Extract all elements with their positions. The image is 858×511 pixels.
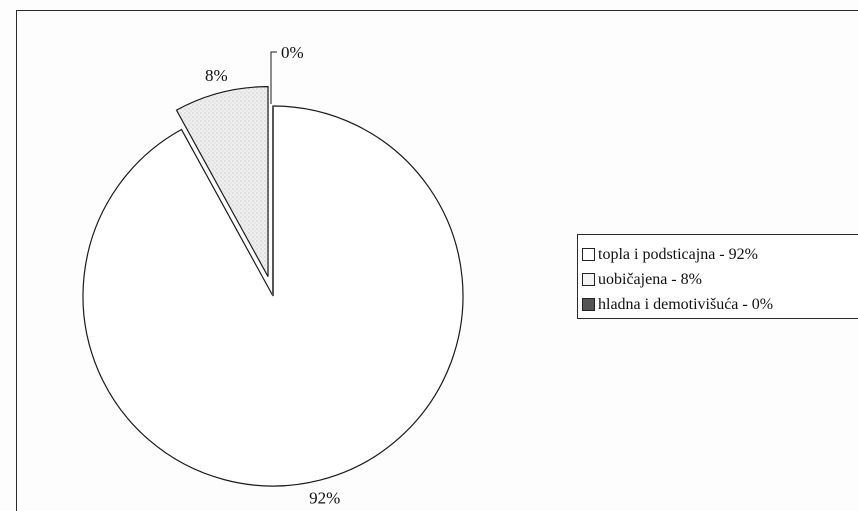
slice-label-topla: 92% — [309, 488, 340, 507]
leader-lines — [270, 51, 277, 104]
legend-swatch-uobicajena — [582, 273, 595, 286]
legend-item-topla: topla i podsticajna - 92% — [582, 242, 858, 267]
pie-slice-uobicajena — [175, 86, 269, 277]
slice-label-uobicajena: 8% — [205, 66, 228, 85]
legend-label-uobicajena: uobičajena - 8% — [598, 270, 702, 288]
legend-swatch-topla — [582, 248, 595, 261]
legend-swatch-hladna — [582, 298, 595, 311]
pie-slices — [82, 86, 464, 487]
chart-frame — [16, 10, 858, 511]
legend-item-uobicajena: uobičajena - 8% — [582, 267, 858, 292]
slice-labels: 92% 8% 0% — [205, 43, 340, 507]
legend-label-hladna: hladna i demotivišuća - 0% — [598, 295, 774, 313]
slice-label-hladna: 0% — [281, 43, 304, 62]
chart-legend: topla i podsticajna - 92% uobičajena - 8… — [577, 234, 858, 319]
legend-label-topla: topla i podsticajna - 92% — [598, 245, 758, 263]
leader-line-hladna — [270, 51, 277, 104]
legend-item-hladna: hladna i demotivišuća - 0% — [582, 292, 858, 317]
